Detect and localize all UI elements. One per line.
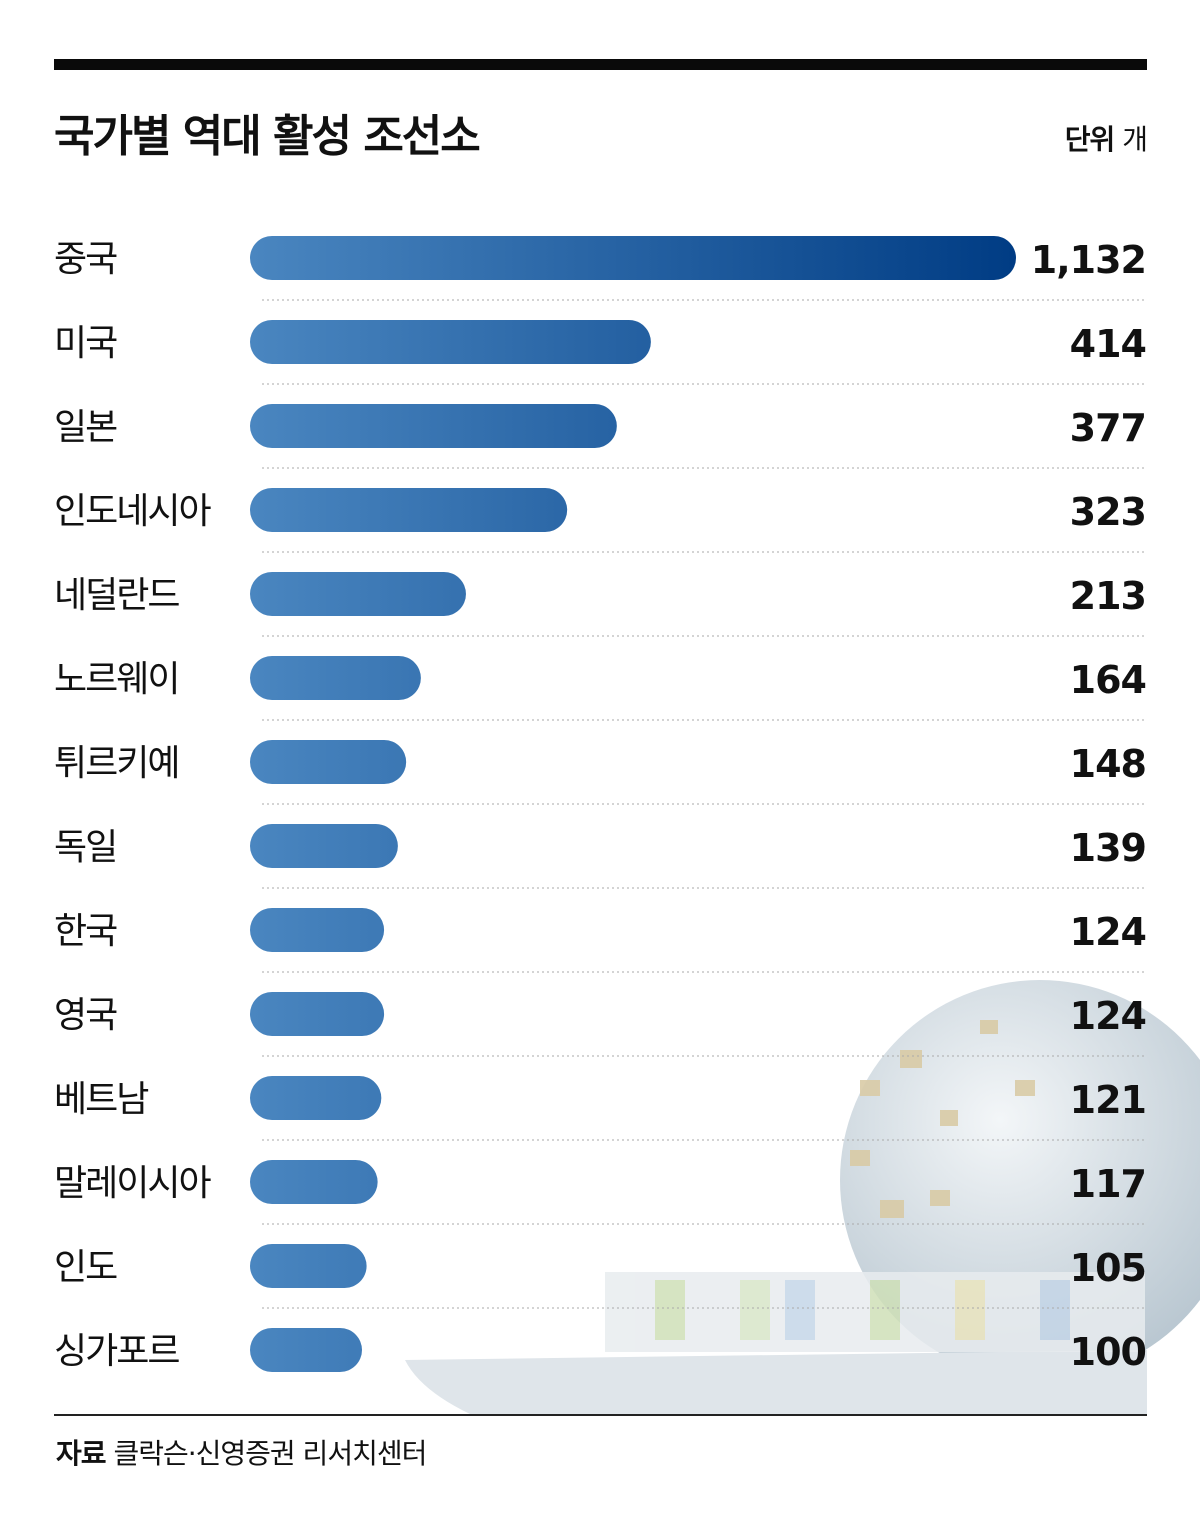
- category-label: 노르웨이: [54, 659, 178, 700]
- value-label: 139: [1070, 826, 1146, 870]
- category-label: 독일: [54, 827, 116, 868]
- bar: [250, 824, 398, 868]
- bar: [250, 572, 466, 616]
- category-label: 한국: [54, 911, 117, 952]
- category-label: 베트남: [54, 1079, 148, 1120]
- value-label: 117: [1070, 1162, 1146, 1206]
- category-label: 미국: [54, 323, 117, 364]
- bar: [250, 656, 421, 700]
- bar: [250, 740, 407, 784]
- bottom-rule: [54, 1414, 1147, 1416]
- category-label: 영국: [54, 995, 117, 1036]
- value-label: 100: [1070, 1330, 1146, 1374]
- value-label: 148: [1070, 742, 1146, 786]
- bar: [250, 320, 651, 364]
- value-label: 105: [1070, 1246, 1146, 1290]
- category-label: 인도네시아: [54, 491, 211, 532]
- value-label: 1,132: [1031, 238, 1146, 282]
- category-label: 싱가포르: [54, 1331, 179, 1372]
- bar: [250, 488, 568, 532]
- value-label: 164: [1070, 658, 1146, 702]
- top-rule: [54, 59, 1147, 70]
- value-label: 124: [1070, 994, 1146, 1038]
- unit-label: 단위 개: [1064, 118, 1148, 158]
- value-label: 323: [1070, 490, 1146, 534]
- value-label: 414: [1070, 322, 1146, 366]
- category-label: 말레이시아: [54, 1163, 211, 1204]
- unit-label-key: 단위: [1064, 123, 1116, 156]
- chart-title: 국가별 역대 활성 조선소: [54, 111, 481, 162]
- value-label: 213: [1070, 574, 1146, 618]
- bar: [250, 908, 385, 952]
- bar: [250, 1328, 362, 1372]
- category-label: 네덜란드: [54, 575, 179, 616]
- category-label: 인도: [54, 1247, 117, 1288]
- bar: [250, 1076, 382, 1120]
- value-label: 377: [1070, 406, 1146, 450]
- bar: [250, 236, 1016, 280]
- source-text: 클락슨·신영증권 리서치센터: [113, 1437, 427, 1470]
- source-note: 자료 클락슨·신영증권 리서치센터: [56, 1432, 427, 1472]
- ship-hull-icon: [405, 1350, 1147, 1414]
- source-label: 자료: [56, 1437, 107, 1470]
- bar: [250, 1160, 378, 1204]
- value-label: 124: [1070, 910, 1146, 954]
- bar: [250, 1244, 367, 1288]
- bar: [250, 404, 617, 448]
- bar: [250, 992, 385, 1036]
- category-label: 일본: [54, 407, 117, 448]
- value-label: 121: [1070, 1078, 1146, 1122]
- category-label: 중국: [54, 239, 117, 280]
- unit-label-value: 개: [1122, 123, 1148, 156]
- category-label: 튀르키예: [54, 743, 178, 784]
